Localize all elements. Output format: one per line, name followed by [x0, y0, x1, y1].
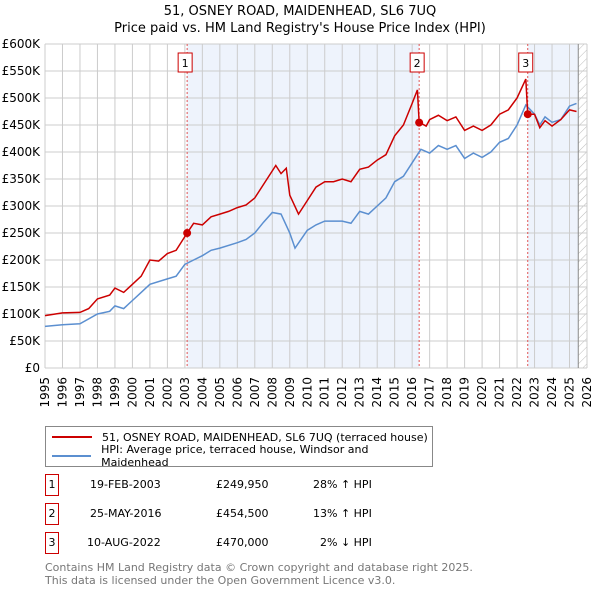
legend-item-hpi: HPI: Average price, terraced house, Wind… — [52, 443, 432, 469]
sale-number: 3 — [45, 532, 59, 554]
sale-point — [523, 110, 532, 119]
y-tick-label: £50K — [9, 334, 41, 348]
hpi-line — [44, 102, 577, 328]
sale-label: 1 — [182, 57, 189, 70]
x-tick-label: 2010 — [300, 377, 314, 408]
y-tick-label: £550K — [2, 64, 42, 78]
sale-row: 1 19-FEB-2003 £249,950 28% ↑ HPI — [45, 474, 385, 496]
chart-subtitle: Price paid vs. HM Land Registry's House … — [114, 21, 486, 36]
x-tick-label: 2001 — [143, 377, 157, 408]
sale-number: 1 — [45, 474, 59, 496]
sale-row: 2 25-MAY-2016 £454,500 13% ↑ HPI — [45, 503, 385, 525]
x-tick-label: 1998 — [90, 377, 104, 408]
x-tick-label: 2022 — [510, 377, 524, 408]
x-tick-label: 2026 — [580, 377, 594, 408]
x-tick-label: 2006 — [230, 377, 244, 408]
x-tick-label: 1996 — [55, 377, 69, 408]
sale-hpi-diff: 13% ↑ HPI — [313, 507, 372, 520]
x-tick-label: 2008 — [265, 377, 279, 408]
x-tick-label: 1997 — [73, 377, 87, 408]
y-tick-label: £450K — [2, 118, 42, 132]
footer-line1: Contains HM Land Registry data © Crown c… — [45, 561, 473, 574]
sale-point — [415, 118, 424, 127]
x-tick-label: 2017 — [423, 377, 437, 408]
x-tick-label: 2004 — [195, 377, 209, 408]
x-tick-label: 2021 — [493, 377, 507, 408]
legend-label: HPI: Average price, terraced house, Wind… — [101, 443, 369, 469]
sale-label: 3 — [522, 57, 529, 70]
sale-label-box — [518, 52, 534, 73]
x-tick-label: 2012 — [335, 377, 349, 408]
sale-row: 3 10-AUG-2022 £470,000 2% ↓ HPI — [45, 532, 385, 554]
y-tick-label: £0 — [25, 361, 40, 375]
x-tick-label: 2007 — [248, 377, 262, 408]
x-tick-label: 1999 — [108, 377, 122, 408]
chart-title: 51, OSNEY ROAD, MAIDENHEAD, SL6 7UQ — [163, 4, 437, 19]
x-tick-label: 2009 — [283, 377, 297, 408]
y-tick-label: £300K — [2, 199, 42, 213]
x-tick-label: 2015 — [388, 377, 402, 408]
x-tick-label: 2016 — [405, 377, 419, 408]
sale-price: £454,500 — [216, 507, 269, 520]
x-tick-label: 1995 — [38, 377, 52, 408]
footer: Contains HM Land Registry data © Crown c… — [45, 561, 473, 587]
x-tick-label: 2023 — [528, 377, 542, 408]
footer-line2: This data is licensed under the Open Gov… — [45, 574, 396, 587]
sale-date: 25-MAY-2016 — [90, 507, 162, 520]
y-tick-label: £600K — [2, 37, 42, 51]
sale-hpi-diff: 28% ↑ HPI — [313, 478, 372, 491]
x-tick-label: 2025 — [563, 377, 577, 408]
x-tick-label: 2013 — [353, 377, 367, 408]
sale-label: 2 — [414, 57, 421, 70]
sale-price: £249,950 — [216, 478, 269, 491]
x-tick-label: 2018 — [440, 377, 454, 408]
price-chart: 1995 1996 1997 1998 1999 2000 2001 2002 2003 2004… — [2, 37, 594, 408]
legend-swatch-blue — [52, 455, 92, 457]
legend-label: 51, OSNEY ROAD, MAIDENHEAD, SL6 7UQ (ter… — [102, 430, 428, 444]
y-tick-label: £250K — [2, 226, 42, 240]
y-tick-label: £200K — [2, 253, 42, 267]
legend-item-property: 51, OSNEY ROAD, MAIDENHEAD, SL6 7UQ (ter… — [52, 428, 428, 446]
x-tick-label: 2014 — [370, 377, 384, 408]
property-price-line — [44, 78, 577, 317]
x-tick-label: 2003 — [178, 377, 192, 408]
sale-price: £470,000 — [216, 536, 269, 549]
y-tick-label: £500K — [2, 91, 42, 105]
y-tick-label: £350K — [2, 172, 42, 186]
y-tick-label: £100K — [2, 307, 42, 321]
x-tick-label: 2020 — [475, 377, 489, 408]
y-tick-label: £150K — [2, 280, 42, 294]
legend: 51, OSNEY ROAD, MAIDENHEAD, SL6 7UQ (ter… — [45, 426, 433, 469]
sale-number: 2 — [45, 503, 59, 525]
x-tick-label: 2019 — [458, 377, 472, 408]
legend-swatch-red — [52, 436, 92, 438]
x-tick-label: 2011 — [318, 377, 332, 408]
sale-hpi-diff: 2% ↓ HPI — [320, 536, 372, 549]
x-tick-label: 2000 — [125, 377, 139, 408]
y-tick-label: £400K — [2, 145, 42, 159]
sale-date: 10-AUG-2022 — [87, 536, 161, 549]
sale-label-box — [177, 52, 193, 73]
x-tick-label: 2002 — [160, 377, 174, 408]
x-tick-label: 2005 — [213, 377, 227, 408]
sale-point — [183, 229, 192, 238]
x-tick-label: 2024 — [545, 377, 559, 408]
sale-label-box — [409, 52, 425, 73]
sale-date: 19-FEB-2003 — [90, 478, 161, 491]
